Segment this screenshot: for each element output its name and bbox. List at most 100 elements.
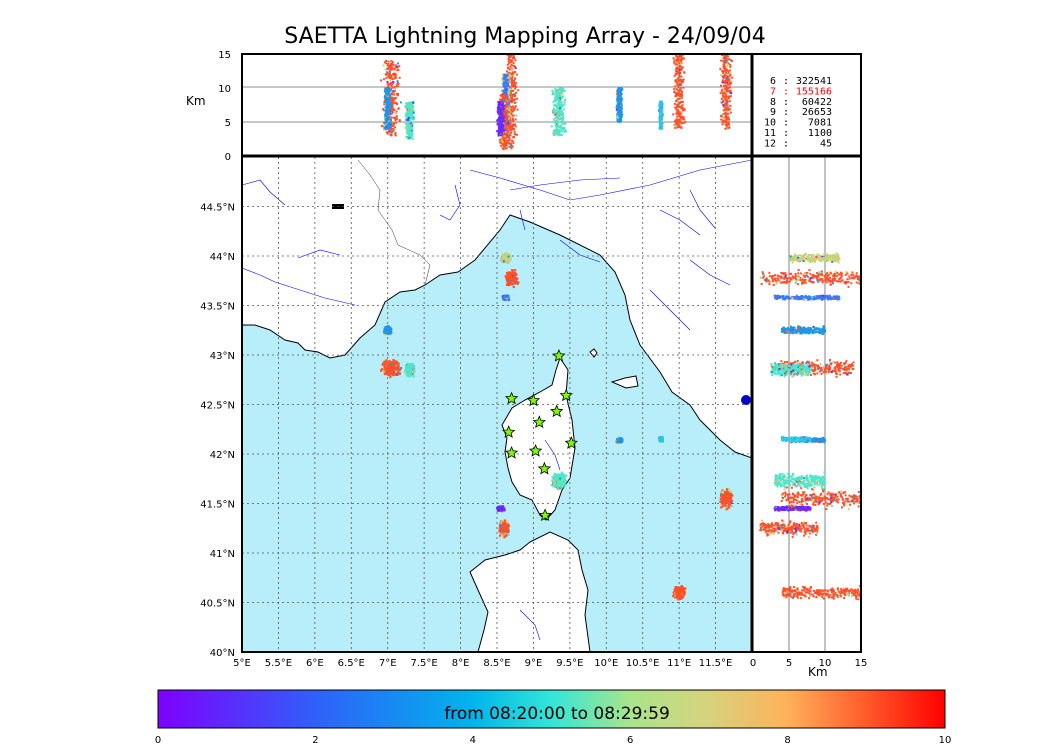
altitude-source [513,79,516,82]
altitude-source [505,92,508,95]
altitude-source [387,107,390,110]
lightning-source [561,474,564,477]
altitude-source [391,86,394,89]
altitude-source [412,106,415,109]
altitude-source [408,123,411,126]
lightning-source [409,374,412,377]
lightning-source [660,436,663,439]
lat-tick-labels: 40°N40.5°N41°N41.5°N42°N42.5°N43°N43.5°N… [200,203,235,660]
altitude-source [409,120,412,123]
lightning-source [505,279,509,282]
lightning-source [386,328,389,331]
lightning-source [679,589,682,592]
altitude-source [384,112,387,115]
altitude-source [390,65,393,68]
lightning-source [410,367,413,370]
lightning-source [513,269,517,272]
lightning-source [511,269,514,272]
altitude-source [390,99,393,102]
altitude-source [509,112,512,115]
altitude-source [391,124,394,127]
altitude-source [502,75,505,78]
altitude-source [391,112,394,115]
altitude-source [509,58,512,61]
altitude-source [508,122,511,125]
lightning-source [723,497,726,500]
lightning-source [379,369,383,372]
altitude-source [386,93,389,96]
altitude-source [395,121,398,124]
altitude-source [396,62,399,65]
altitude-source [398,119,401,122]
altitude-source [392,91,395,94]
lightning-source [680,590,684,593]
altitude-source [514,118,517,121]
altitude-source [509,142,512,145]
altitude-source [388,131,391,134]
altitude-source [505,76,508,79]
altitude-source [511,118,514,121]
altitude-source [412,109,415,112]
lightning-source [514,277,517,280]
lightning-source [564,475,567,478]
altitude-source [383,95,386,98]
altitude-source [384,90,387,93]
lightning-source [383,329,387,332]
lightning-source [673,590,677,593]
altitude-source [506,99,509,102]
altitude-source [384,68,387,71]
altitude-source [503,82,506,85]
altitude-source [391,104,394,107]
altitude-source [392,76,395,79]
altitude-source [502,77,505,80]
altitude-source [511,72,514,75]
altitude-source [389,64,392,67]
altitude-source [397,83,400,86]
altitude-source [509,94,512,97]
altitude-source [513,84,516,87]
altitude-source [406,122,409,125]
lightning-source [405,368,408,372]
altitude-source [509,101,512,104]
altitude-source [507,142,510,145]
altitude-source [505,79,508,82]
altitude-source [387,110,390,113]
altitude-source [392,102,395,105]
lightning-source [395,372,398,375]
lightning-source [502,523,505,526]
altitude-source [388,99,391,102]
lake-bolsena [741,395,751,405]
lightning-source [557,488,560,491]
altitude-source [386,82,389,85]
lightning-source [395,367,399,370]
lightning-source [388,369,391,372]
lightning-source [392,367,395,370]
altitude-source [408,131,411,134]
altitude-source [502,90,505,93]
lightning-source [504,529,508,532]
lightning-source [728,494,731,498]
altitude-source [389,94,392,97]
lightning-source [385,368,388,371]
altitude-source [387,122,390,125]
lightning-source [672,595,675,598]
altitude-source [506,63,509,66]
altitude-source [405,104,408,107]
altitude-source [504,90,507,93]
altitude-source [507,145,510,148]
altitude-source [391,128,394,131]
altitude-source [509,65,512,68]
lightning-source [556,484,560,487]
altitude-source [386,117,389,120]
lightning-source [719,497,722,500]
altitude-source [511,59,514,62]
lightning-source [721,489,724,492]
altitude-source [505,104,508,107]
lon-tick: 6°E [306,658,324,669]
lightning-source [516,282,519,285]
altitude-source [388,103,391,106]
lightning-source [723,502,726,505]
altitude-source [383,122,386,125]
lightning-source [509,281,513,284]
altitude-source [505,88,508,91]
